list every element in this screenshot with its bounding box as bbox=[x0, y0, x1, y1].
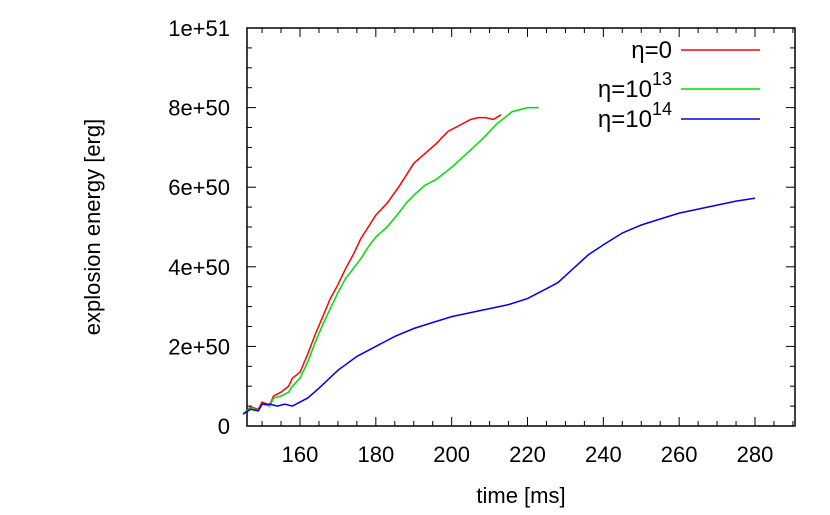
y-tick-label: 8e+50 bbox=[168, 96, 230, 121]
legend-label-0: η=0 bbox=[631, 37, 672, 64]
x-axis-label: time [ms] bbox=[476, 483, 565, 508]
series-line-2 bbox=[242, 197, 756, 415]
x-tick-label: 260 bbox=[661, 442, 698, 467]
data-series bbox=[242, 106, 756, 415]
y-tick-label: 2e+50 bbox=[168, 334, 230, 359]
y-axis-label: explosion energy [erg] bbox=[80, 119, 105, 335]
series-line-0 bbox=[242, 114, 502, 415]
x-tick-label: 180 bbox=[357, 442, 394, 467]
x-tick-label: 200 bbox=[433, 442, 470, 467]
y-tick-label: 0 bbox=[218, 414, 230, 439]
plot-frame bbox=[246, 27, 796, 427]
x-tick-label: 220 bbox=[509, 442, 546, 467]
x-tick-label: 240 bbox=[585, 442, 622, 467]
legend-label-1: η=1013 bbox=[598, 69, 672, 103]
series-line-1 bbox=[242, 106, 539, 415]
y-axis-ticks: 0 2e+50 4e+50 6e+50 8e+50 1e+51 bbox=[168, 16, 795, 439]
y-tick-label: 1e+51 bbox=[168, 16, 230, 41]
y-tick-label: 4e+50 bbox=[168, 255, 230, 280]
legend-label-2: η=1014 bbox=[598, 99, 672, 133]
x-axis-ticks: 160 180 200 220 240 260 280 bbox=[261, 28, 794, 467]
y-tick-label: 6e+50 bbox=[168, 175, 230, 200]
x-tick-label: 160 bbox=[282, 442, 319, 467]
x-tick-label: 280 bbox=[737, 442, 774, 467]
